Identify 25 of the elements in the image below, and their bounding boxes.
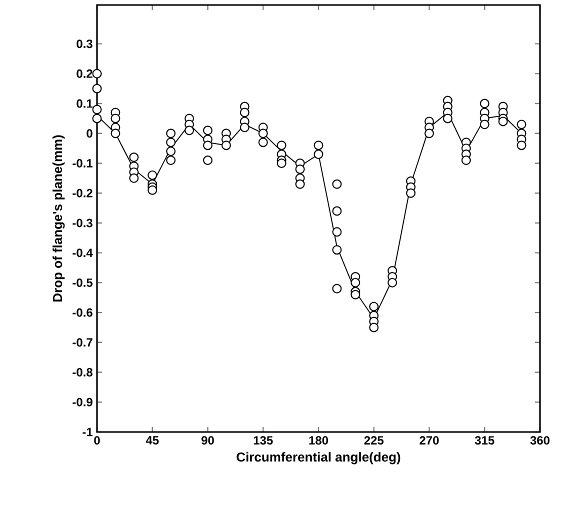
x-tick-label: 0 [94, 436, 100, 445]
y-tick-label: 0.1 [76, 99, 93, 108]
x-tick-label: 270 [420, 436, 439, 445]
y-tick-label: -0.9 [72, 398, 92, 406]
x-axis-title: Circumferential angle(deg) [236, 452, 400, 464]
y-tick-label: -0.5 [72, 278, 93, 287]
x-tick-label: 135 [254, 436, 273, 445]
x-tick-label: 180 [309, 436, 328, 445]
y-tick-label: -0.8 [72, 368, 93, 377]
x-tick-label: 315 [474, 436, 494, 445]
y-tick-label: -0.1 [72, 159, 93, 168]
y-tick-label: 0.3 [76, 40, 92, 48]
y-tick-label: -1 [82, 428, 93, 436]
x-tick-label: 45 [146, 436, 159, 444]
y-tick-label: 0 [86, 129, 92, 138]
y-tick-label: -0.2 [72, 188, 92, 198]
y-tick-label: -0.7 [72, 338, 92, 347]
y-axis-title: Drop of flange's plane(mm) [52, 135, 65, 302]
x-tick-label: 360 [530, 436, 550, 445]
y-tick-label: -0.4 [72, 248, 93, 258]
y-tick-label: -0.3 [72, 218, 92, 228]
y-tick-label: 0.2 [76, 69, 92, 78]
x-tick-label: 225 [364, 436, 384, 445]
y-tick-label: -0.6 [72, 308, 92, 317]
x-tick-label: 90 [202, 436, 214, 445]
